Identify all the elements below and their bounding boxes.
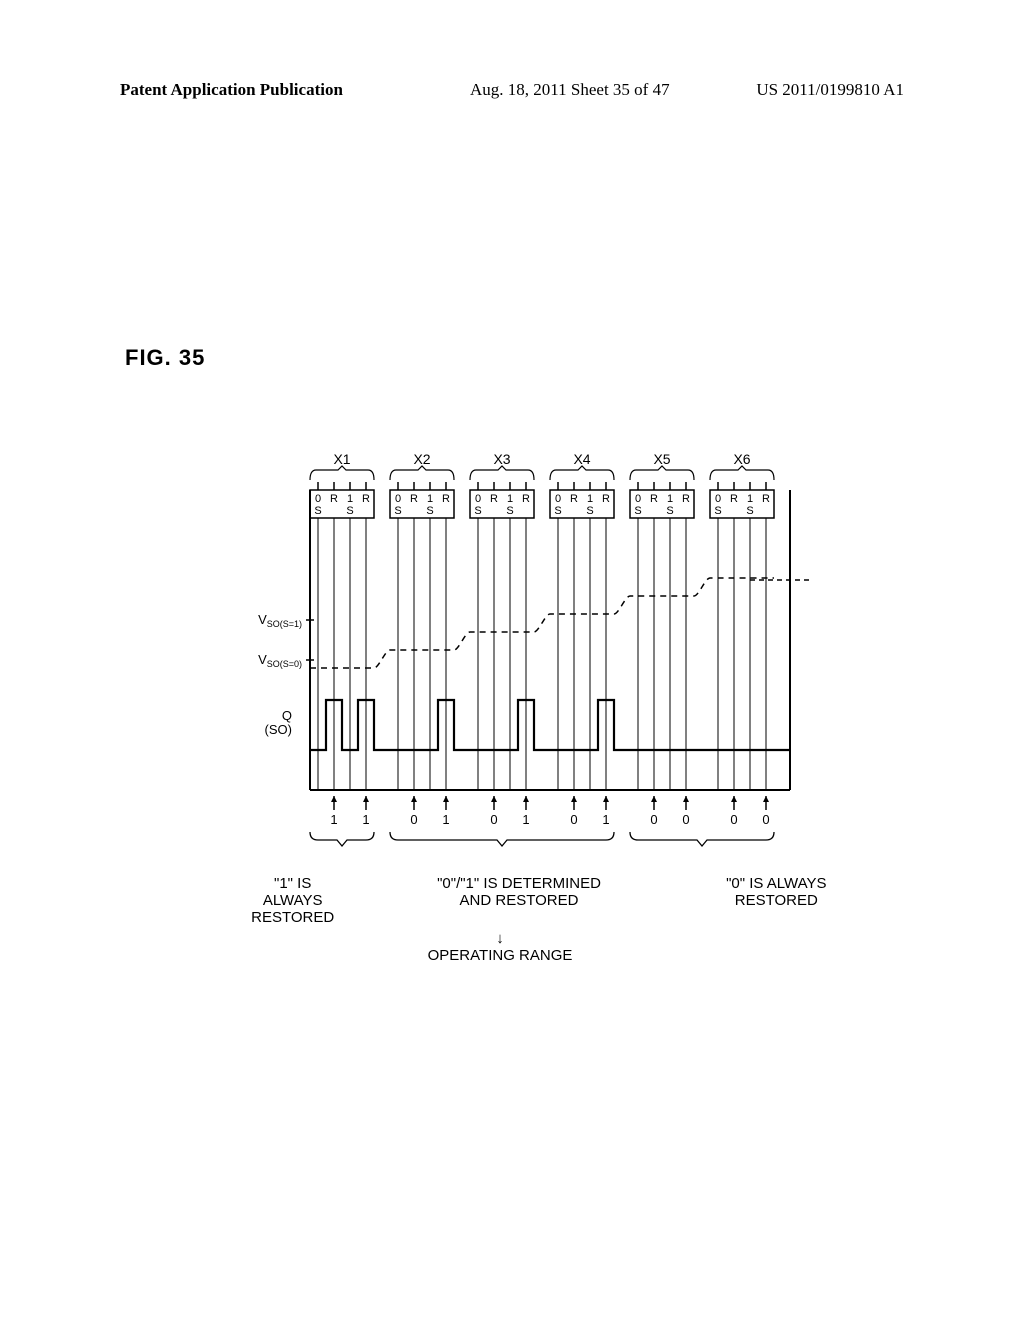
svg-text:0: 0 xyxy=(682,812,689,827)
svg-text:0: 0 xyxy=(475,493,481,505)
svg-text:1: 1 xyxy=(747,493,753,505)
svg-text:0: 0 xyxy=(635,493,641,505)
svg-text:R: R xyxy=(490,493,498,505)
svg-text:R: R xyxy=(570,493,578,505)
svg-text:0: 0 xyxy=(395,493,401,505)
svg-text:X6: X6 xyxy=(733,451,750,467)
svg-text:S: S xyxy=(746,505,753,517)
svg-text:S: S xyxy=(346,505,353,517)
svg-text:S: S xyxy=(474,505,481,517)
svg-text:S: S xyxy=(554,505,561,517)
svg-text:0: 0 xyxy=(570,812,577,827)
timing-diagram: X10SR1SRX20SR1SRX30SR1SRX40SR1SRX50SR1SR… xyxy=(250,450,810,930)
svg-text:1: 1 xyxy=(602,812,609,827)
svg-text:R: R xyxy=(522,493,530,505)
page-header: Patent Application Publication Aug. 18, … xyxy=(120,80,904,100)
svg-text:R: R xyxy=(410,493,418,505)
range-center: "0"/"1" IS DETERMINEDAND RESTORED xyxy=(345,875,692,926)
svg-text:X1: X1 xyxy=(333,451,350,467)
svg-text:1: 1 xyxy=(330,812,337,827)
svg-text:R: R xyxy=(330,493,338,505)
svg-text:X3: X3 xyxy=(493,451,510,467)
svg-text:S: S xyxy=(586,505,593,517)
svg-text:1: 1 xyxy=(442,812,449,827)
range-left: "1" IS ALWAYSRESTORED xyxy=(240,875,345,926)
svg-text:1: 1 xyxy=(507,493,513,505)
svg-text:S: S xyxy=(634,505,641,517)
svg-text:1: 1 xyxy=(347,493,353,505)
svg-text:R: R xyxy=(650,493,658,505)
svg-text:0: 0 xyxy=(730,812,737,827)
svg-text:VSO(S=0): VSO(S=0) xyxy=(258,652,302,669)
svg-text:1: 1 xyxy=(522,812,529,827)
header-center: Aug. 18, 2011 Sheet 35 of 47 xyxy=(470,80,670,100)
svg-text:S: S xyxy=(666,505,673,517)
svg-text:R: R xyxy=(762,493,770,505)
svg-text:0: 0 xyxy=(715,493,721,505)
svg-text:(SO): (SO) xyxy=(265,722,292,737)
svg-text:R: R xyxy=(730,493,738,505)
svg-text:S: S xyxy=(714,505,721,517)
svg-text:1: 1 xyxy=(587,493,593,505)
svg-text:R: R xyxy=(682,493,690,505)
operating-range-label: ↓OPERATING RANGE xyxy=(370,930,630,964)
svg-text:VSO(S=1): VSO(S=1) xyxy=(258,612,302,629)
svg-text:1: 1 xyxy=(362,812,369,827)
svg-text:S: S xyxy=(394,505,401,517)
header-left: Patent Application Publication xyxy=(120,80,343,100)
svg-text:0: 0 xyxy=(555,493,561,505)
range-captions: "1" IS ALWAYSRESTORED "0"/"1" IS DETERMI… xyxy=(240,875,860,926)
figure-label: FIG. 35 xyxy=(125,345,205,371)
svg-text:0: 0 xyxy=(410,812,417,827)
page: Patent Application Publication Aug. 18, … xyxy=(0,0,1024,1320)
svg-text:R: R xyxy=(442,493,450,505)
svg-text:0: 0 xyxy=(490,812,497,827)
svg-text:X2: X2 xyxy=(413,451,430,467)
svg-text:0: 0 xyxy=(315,493,321,505)
operating-range-text: OPERATING RANGE xyxy=(428,947,573,964)
svg-text:R: R xyxy=(362,493,370,505)
svg-text:Q: Q xyxy=(282,708,292,723)
svg-text:X4: X4 xyxy=(573,451,590,467)
header-right: US 2011/0199810 A1 xyxy=(756,80,904,100)
svg-text:0: 0 xyxy=(650,812,657,827)
svg-text:S: S xyxy=(314,505,321,517)
range-right: "0" IS ALWAYSRESTORED xyxy=(693,875,860,926)
svg-text:0: 0 xyxy=(762,812,769,827)
svg-text:S: S xyxy=(506,505,513,517)
svg-text:1: 1 xyxy=(667,493,673,505)
svg-text:S: S xyxy=(426,505,433,517)
svg-text:1: 1 xyxy=(427,493,433,505)
svg-text:R: R xyxy=(602,493,610,505)
svg-text:X5: X5 xyxy=(653,451,670,467)
